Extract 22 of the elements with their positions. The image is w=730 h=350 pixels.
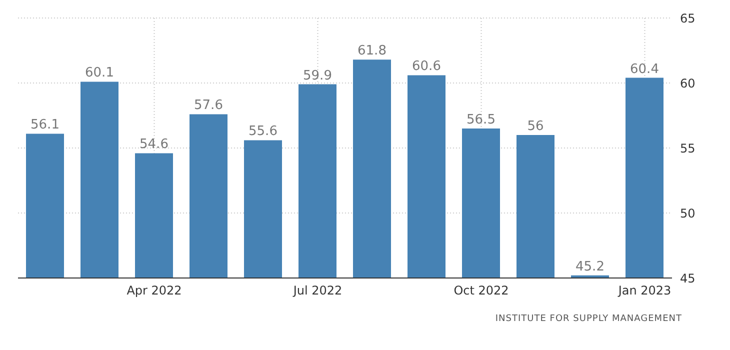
y-tick-label: 55 bbox=[680, 141, 696, 156]
data-label: 55.6 bbox=[248, 124, 278, 140]
data-label: 60.4 bbox=[630, 62, 659, 77]
data-label: 57.6 bbox=[194, 98, 223, 114]
y-tick-label: 65 bbox=[680, 11, 696, 26]
y-tick-label: 60 bbox=[680, 76, 696, 90]
x-tick-label: Oct 2022 bbox=[454, 284, 509, 298]
data-label: 56.5 bbox=[466, 112, 496, 128]
data-label: 61.8 bbox=[358, 44, 386, 59]
x-tick-label: Jan 2023 bbox=[617, 284, 672, 298]
data-label: 60.1 bbox=[85, 66, 114, 81]
text: INSTITUTE FOR SUPPLY MANAGEMENT bbox=[494, 314, 683, 324]
data-label: 45.2 bbox=[576, 259, 604, 274]
data-label: 59.9 bbox=[303, 68, 332, 84]
data-label: 56 bbox=[527, 119, 544, 134]
x-tick-label: Apr 2022 bbox=[126, 284, 182, 298]
data-label: 56.1 bbox=[30, 118, 60, 133]
data-label: 60.6 bbox=[412, 59, 441, 74]
data-label: 54.6 bbox=[140, 137, 168, 152]
x-tick-label: Jul 2022 bbox=[292, 284, 342, 298]
y-tick-label: 45 bbox=[680, 271, 696, 286]
y-tick-label: 50 bbox=[680, 206, 696, 220]
